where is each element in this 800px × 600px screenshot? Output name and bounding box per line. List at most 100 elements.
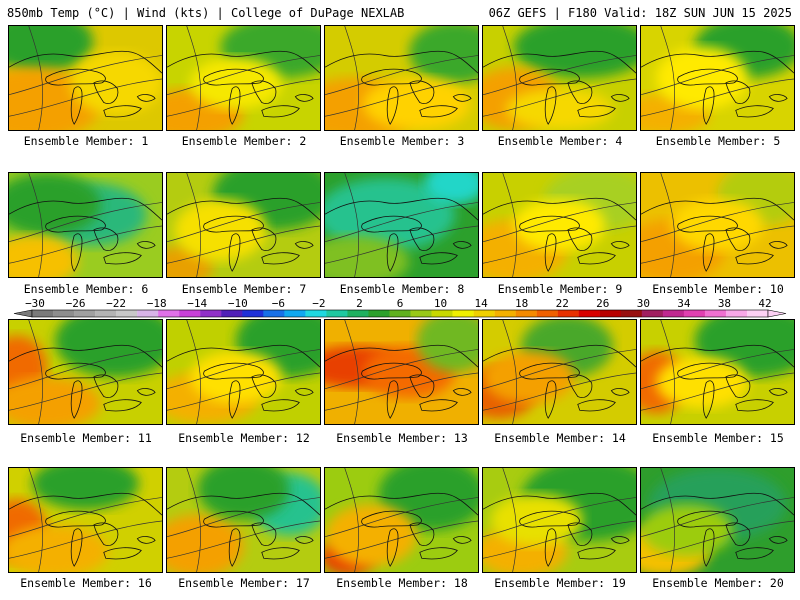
great-lake-outline: [386, 233, 399, 272]
height-contour: [325, 78, 478, 117]
colorbar-tick-label: 22: [556, 297, 569, 310]
height-contour: [483, 520, 636, 559]
height-contour: [483, 78, 636, 117]
great-lake-outline: [70, 86, 83, 125]
colorbar-tick-label: −2: [312, 297, 325, 310]
border-outline: [641, 492, 794, 516]
temperature-region: [9, 235, 78, 277]
temperature-region: [189, 57, 282, 110]
ensemble-map-panel: [324, 467, 479, 573]
great-lake-outline: [544, 380, 557, 419]
colorbar-swatch: [95, 310, 117, 317]
colorbar-swatch: [557, 310, 579, 317]
colorbar-swatch: [641, 310, 664, 317]
height-contour: [502, 26, 518, 130]
colorbar-swatch: [746, 310, 769, 317]
great-lake-outline: [725, 80, 751, 104]
great-lake-outline: [386, 528, 399, 567]
colorbar-tick-label: 30: [637, 297, 650, 310]
height-contour: [483, 202, 636, 243]
great-lake-outline: [567, 374, 593, 398]
colorbar-swatch: [200, 310, 222, 317]
border-outline: [641, 197, 794, 221]
great-lake-outline: [610, 241, 630, 249]
height-contour: [483, 497, 636, 538]
temperature-colorbar: −30 −26 −22 −18 −14 −10 −6 −2 2 6 10 14 18 22 26 30 34 38…: [0, 296, 800, 322]
ensemble-map-panel: [640, 319, 795, 425]
colorbar-swatch: [53, 310, 75, 317]
great-lake-outline: [577, 547, 616, 560]
great-lake-outline: [386, 86, 399, 125]
colorbar-swatch: [662, 310, 685, 317]
great-lake-outline: [136, 536, 156, 544]
colorbar-swatch: [305, 310, 327, 317]
great-lake-outline: [519, 215, 580, 233]
great-lake-outline: [45, 510, 106, 528]
colorbar-swatch: [473, 310, 495, 317]
colorbar-tick-label: −14: [187, 297, 207, 310]
ensemble-map-panel: [8, 467, 163, 573]
great-lake-outline: [361, 215, 422, 233]
great-lake-outline: [567, 80, 593, 104]
great-lake-outline: [768, 388, 788, 396]
ensemble-member-caption: Ensemble Member: 18: [336, 576, 468, 590]
ensemble-map-panel: [166, 172, 321, 278]
great-lake-outline: [519, 68, 580, 86]
great-lake-outline: [45, 362, 106, 380]
great-lake-outline: [228, 233, 241, 272]
temperature-region: [505, 88, 614, 130]
height-contour: [344, 468, 360, 572]
border-outline: [483, 492, 636, 516]
temperature-region: [424, 173, 478, 205]
border-outline: [483, 344, 636, 368]
temperature-map: [325, 468, 478, 572]
ensemble-map-panel: [482, 25, 637, 131]
temperature-region: [9, 26, 94, 73]
great-lake-outline: [203, 510, 264, 528]
colorbar-swatch: [410, 310, 432, 317]
great-lake-outline: [725, 522, 751, 546]
great-lake-outline: [103, 399, 142, 412]
border-outline: [9, 50, 162, 74]
great-lake-outline: [261, 547, 300, 560]
ensemble-member-caption: Ensemble Member: 15: [652, 431, 784, 445]
colorbar-tick-label: 6: [397, 297, 404, 310]
great-lake-outline: [544, 528, 557, 567]
height-contour: [483, 349, 636, 390]
height-contour: [325, 520, 478, 559]
temperature-region: [363, 78, 471, 130]
border-outline: [167, 50, 320, 74]
great-lake-outline: [103, 252, 142, 265]
colorbar-swatch: [368, 310, 390, 317]
colorbar-low-arrow: [13, 309, 33, 318]
colorbar-tick-label: 2: [356, 297, 363, 310]
height-contour: [660, 173, 676, 277]
great-lake-outline: [419, 105, 458, 118]
ensemble-member-caption: Ensemble Member: 5: [655, 134, 781, 148]
colorbar-swatch: [494, 310, 516, 317]
great-lake-outline: [702, 86, 715, 125]
height-contour: [344, 173, 360, 277]
ensemble-map-panel: [324, 25, 479, 131]
temperature-map: [325, 320, 478, 424]
ensemble-member-caption: Ensemble Member: 19: [494, 576, 626, 590]
height-contour: [325, 225, 478, 264]
border-outline: [483, 50, 636, 74]
great-lake-outline: [70, 233, 83, 272]
height-contour: [344, 320, 360, 424]
great-lake-outline: [251, 374, 277, 398]
height-contour: [167, 202, 320, 243]
ensemble-member-caption: Ensemble Member: 7: [181, 282, 307, 296]
temperature-map: [325, 173, 478, 277]
height-contour: [9, 372, 162, 411]
great-lake-outline: [768, 241, 788, 249]
border-outline: [325, 344, 478, 368]
great-lake-outline: [294, 388, 314, 396]
temperature-region: [483, 351, 575, 404]
great-lake-outline: [228, 380, 241, 419]
ensemble-map-panel: [324, 172, 479, 278]
height-contour: [502, 320, 518, 424]
great-lake-outline: [702, 380, 715, 419]
border-outline: [641, 50, 794, 74]
height-contour: [641, 55, 794, 96]
